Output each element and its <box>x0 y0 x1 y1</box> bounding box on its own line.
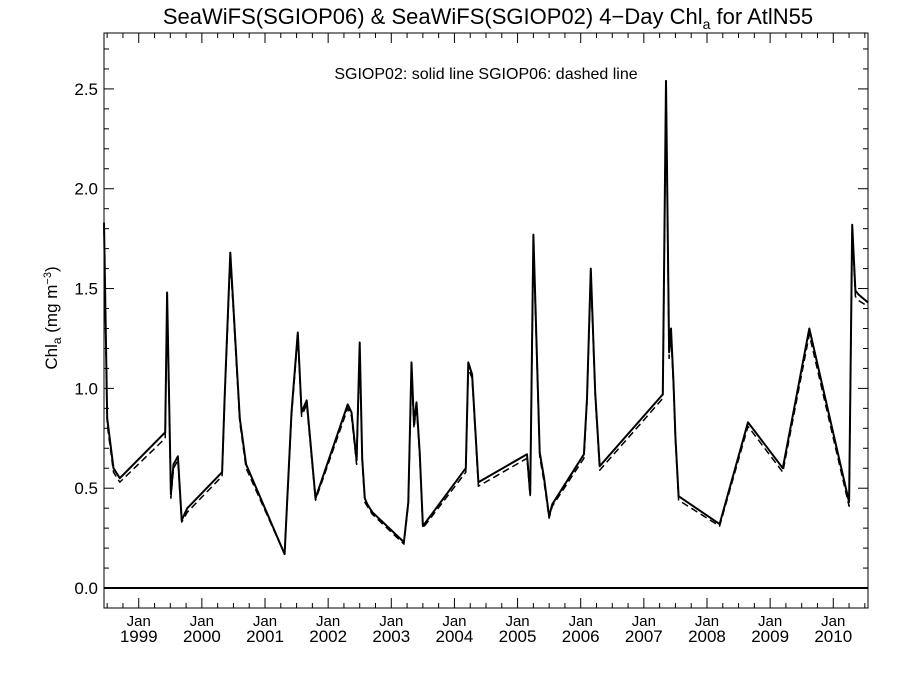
ylabel-subscript: a <box>50 337 64 344</box>
series-line-sgiop02 <box>103 79 869 556</box>
ylabel-units-prefix: (mg m <box>42 285 61 338</box>
chart-title: SeaWiFS(SGIOP06) & SeaWiFS(SGIOP02) 4−Da… <box>163 4 813 32</box>
x-tick-year-label: 2004 <box>436 627 474 646</box>
x-tick-month-label: Jan <box>379 613 403 630</box>
y-tick-label: 0.5 <box>74 479 98 498</box>
x-tick-year-label: 2007 <box>625 627 663 646</box>
x-tick-month-label: Jan <box>505 613 529 630</box>
x-tick-month-label: Jan <box>190 613 214 630</box>
legend-annotation: SGIOP02: solid line SGIOP06: dashed line <box>334 66 637 83</box>
x-tick-month-label: Jan <box>632 613 656 630</box>
y-tick-label: 0.0 <box>74 579 98 598</box>
x-tick-year-label: 1999 <box>120 627 158 646</box>
x-tick-month-label: Jan <box>758 613 782 630</box>
title-main: SeaWiFS(SGIOP06) & SeaWiFS(SGIOP02) 4−Da… <box>163 4 703 29</box>
y-axis-label: Chla (mg m−3) <box>42 266 64 369</box>
ylabel-main: Chl <box>42 344 61 370</box>
x-tick-year-label: 2009 <box>751 627 789 646</box>
x-tick-year-label: 2002 <box>309 627 347 646</box>
x-tick-month-label: Jan <box>316 613 340 630</box>
x-tick-month-label: Jan <box>695 613 719 630</box>
x-tick-month-label: Jan <box>253 613 277 630</box>
plot-frame <box>103 32 869 609</box>
y-tick-label: 1.5 <box>74 280 98 299</box>
y-tick-label: 2.0 <box>74 180 98 199</box>
x-tick-month-label: Jan <box>569 613 593 630</box>
x-tick-month-label: Jan <box>821 613 845 630</box>
x-tick-year-label: 2003 <box>372 627 410 646</box>
series-line-sgiop06 <box>103 88 869 555</box>
plot-area: 0.00.51.01.52.02.5Jan1999Jan2000Jan2001J… <box>74 32 869 646</box>
title-suffix: for AtlN55 <box>710 4 813 29</box>
x-tick-year-label: 2001 <box>246 627 284 646</box>
x-tick-year-label: 2008 <box>688 627 726 646</box>
x-tick-month-label: Jan <box>127 613 151 630</box>
x-tick-year-label: 2006 <box>562 627 600 646</box>
ylabel-units-superscript: −3 <box>42 272 54 285</box>
x-tick-month-label: Jan <box>442 613 466 630</box>
title-subscript: a <box>703 16 711 32</box>
y-tick-label: 2.5 <box>74 80 98 99</box>
x-tick-year-label: 2005 <box>499 627 537 646</box>
y-tick-label: 1.0 <box>74 379 98 398</box>
ylabel-units-suffix: ) <box>42 266 61 272</box>
x-tick-year-label: 2010 <box>814 627 852 646</box>
x-tick-year-label: 2000 <box>183 627 221 646</box>
